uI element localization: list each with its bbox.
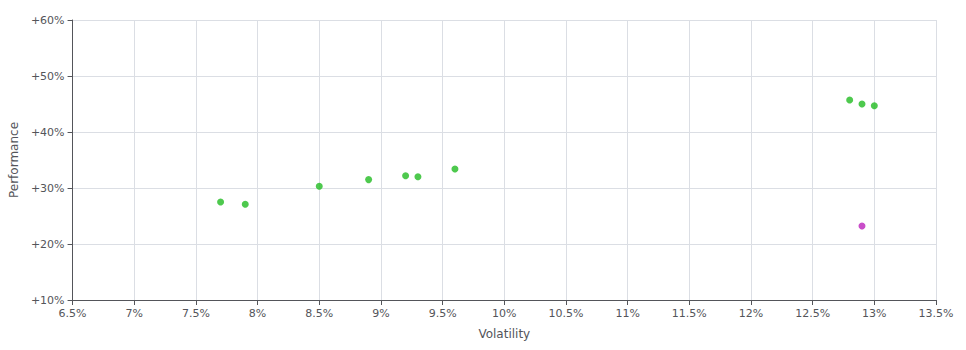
svg-text:11.5%: 11.5% [672,307,707,320]
svg-text:+30%: +30% [31,182,65,195]
svg-text:Volatility: Volatility [478,327,530,341]
svg-text:+40%: +40% [31,126,65,139]
svg-text:7.5%: 7.5% [182,307,210,320]
svg-text:+10%: +10% [31,294,65,307]
svg-text:11%: 11% [615,307,639,320]
svg-text:7%: 7% [126,307,143,320]
svg-text:+60%: +60% [31,14,65,27]
svg-text:9%: 9% [372,307,389,320]
svg-text:13.5%: 13.5% [919,307,954,320]
svg-text:Performance: Performance [7,122,21,198]
svg-text:10.5%: 10.5% [548,307,583,320]
svg-text:9.5%: 9.5% [429,307,457,320]
svg-text:12.5%: 12.5% [795,307,830,320]
svg-text:12%: 12% [739,307,763,320]
svg-text:13%: 13% [862,307,886,320]
svg-text:8.5%: 8.5% [305,307,333,320]
svg-text:+50%: +50% [31,70,65,83]
svg-text:6.5%: 6.5% [59,307,87,320]
svg-text:+20%: +20% [31,238,65,251]
svg-text:8%: 8% [249,307,266,320]
svg-text:10%: 10% [492,307,516,320]
